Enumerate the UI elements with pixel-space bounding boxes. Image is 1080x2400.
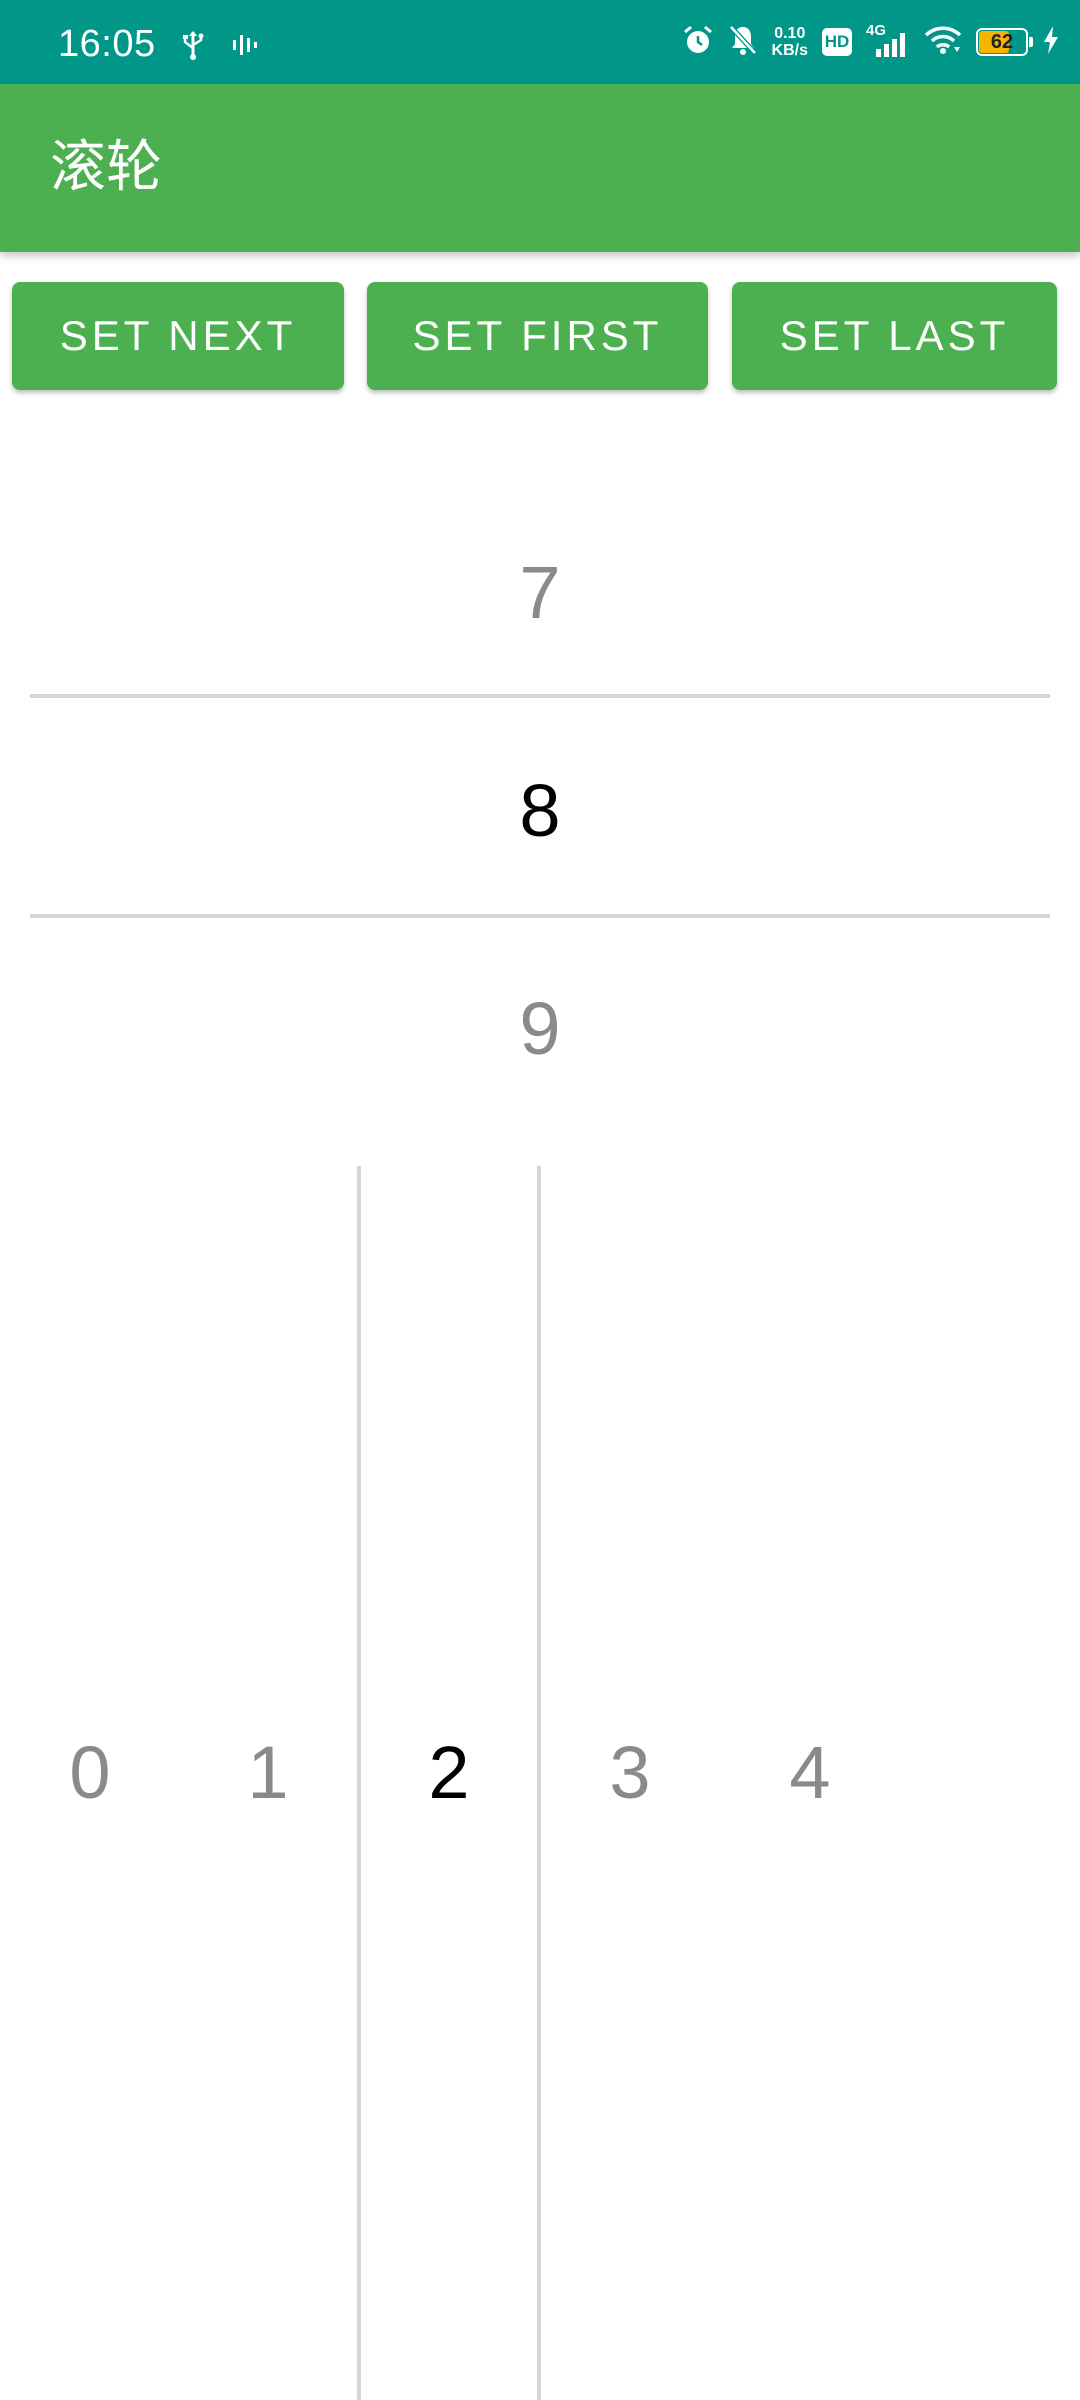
- status-time: 16:05: [58, 23, 156, 65]
- battery-level: 62: [990, 30, 1014, 53]
- battery-nub: [1029, 37, 1033, 47]
- charging-icon: [1042, 25, 1060, 60]
- wheel-divider-top: [30, 694, 1050, 698]
- wheel-item-selected[interactable]: 8: [519, 769, 561, 852]
- status-bar: 16:05: [0, 0, 1080, 84]
- wifi-icon: [924, 25, 962, 60]
- set-first-button[interactable]: SET FIRST: [367, 282, 708, 390]
- battery-icon: 62: [976, 28, 1033, 56]
- set-last-button[interactable]: SET LAST: [732, 282, 1057, 390]
- usb-icon: [180, 30, 206, 65]
- cellular-signal-icon: 4G: [866, 22, 910, 59]
- status-left-icons: [180, 30, 260, 65]
- wheel-divider-right: [537, 1166, 541, 2400]
- network-speed-unit: KB/s: [771, 42, 808, 59]
- network-speed: 0.10 KB/s: [772, 25, 808, 59]
- hd-badge: HD: [822, 28, 852, 56]
- status-right-icons: 0.10 KB/s HD 4G 62: [682, 20, 1060, 64]
- wheel-item[interactable]: 3: [609, 1731, 651, 1814]
- wheel-divider-left: [357, 1166, 361, 2400]
- wheel-item[interactable]: 0: [69, 1731, 111, 1814]
- page-title: 滚轮: [50, 135, 162, 200]
- wheel-divider-bottom: [30, 914, 1050, 918]
- wheel-item-previous[interactable]: 7: [519, 551, 561, 634]
- vertical-wheel-picker[interactable]: 7 8 9: [0, 480, 1080, 1140]
- wheel-item-next[interactable]: 9: [519, 987, 561, 1070]
- app-bar: 滚轮: [0, 84, 1080, 252]
- alarm-icon: [682, 24, 714, 61]
- wheel-item[interactable]: 1: [247, 1731, 289, 1814]
- vibrate-icon: [230, 32, 260, 63]
- network-type-label: 4G: [866, 22, 887, 39]
- network-speed-value: 0.10: [774, 25, 806, 42]
- notifications-off-icon: [728, 24, 758, 61]
- wheel-item-selected[interactable]: 2: [428, 1731, 470, 1814]
- horizontal-wheel-picker[interactable]: 0 1 2 3 4: [0, 1160, 1080, 2400]
- set-next-button[interactable]: SET NEXT: [12, 282, 344, 390]
- battery-fill: [979, 31, 1009, 53]
- wheel-item[interactable]: 4: [789, 1731, 831, 1814]
